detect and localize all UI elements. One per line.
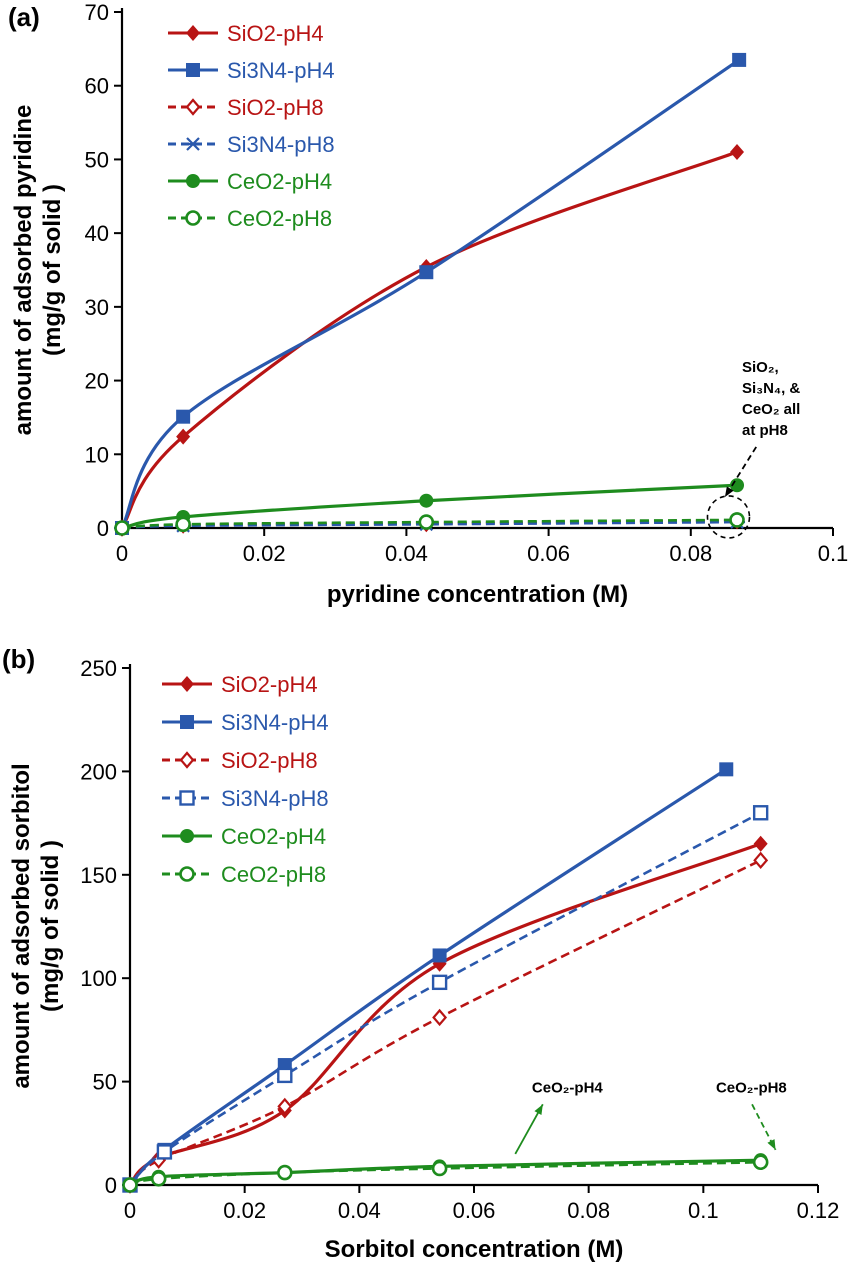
- annotation-0: SiO₂, Si₃N₄, & CeO₂ all at pH8: [706, 359, 800, 539]
- annotation-arrowhead: [767, 1139, 776, 1150]
- legend-item-CeO2-pH8: CeO2-pH8: [168, 206, 332, 231]
- x-tick-label: 0.04: [385, 541, 428, 566]
- series-SiO2-pH4: [115, 144, 745, 536]
- x-tick-label: 0.12: [797, 1198, 840, 1222]
- x-tick-label: 0.02: [243, 541, 286, 566]
- x-tick-label: 0.06: [453, 1198, 496, 1222]
- x-tick-label: 0: [124, 1198, 136, 1222]
- axes: 0 0.02 0.04 0.06 0.08 0.1 0.12 0 50 100 150 200 250: [80, 656, 839, 1222]
- legend-label: Si3N4-pH8: [227, 132, 335, 157]
- legend-item-Si3N4-pH4: Si3N4-pH4: [162, 710, 329, 735]
- annotation-arrowhead: [534, 1104, 543, 1116]
- series-Si3N4-pH4: [123, 762, 734, 1192]
- annotation-text: at pH8: [742, 422, 788, 439]
- panel-a-label: (a): [8, 2, 40, 32]
- x-tick-label: 0.08: [669, 541, 712, 566]
- y-tick-label: 200: [80, 759, 117, 784]
- legend-label: Si3N4-pH4: [221, 710, 329, 735]
- legend-item-SiO2-pH4: SiO2-pH4: [162, 672, 318, 697]
- series-Si3N4-pH4: [115, 52, 747, 535]
- legend-item-SiO2-pH8: SiO2-pH8: [168, 95, 324, 120]
- y-tick-label: 40: [85, 221, 109, 246]
- y-tick-label: 250: [80, 656, 117, 681]
- annotation-text: CeO₂-pH8: [716, 1079, 787, 1096]
- legend-item-Si3N4-pH4: Si3N4-pH4: [168, 58, 335, 83]
- legend-item-SiO2-pH8: SiO2-pH8: [162, 748, 318, 773]
- annotation-text: Si₃N₄, &: [742, 380, 800, 397]
- legend-label: SiO2-pH8: [221, 748, 318, 773]
- legend-label: Si3N4-pH4: [227, 58, 335, 83]
- y-tick-label: 150: [80, 863, 117, 888]
- legend-label: SiO2-pH4: [221, 672, 318, 697]
- x-tick-label: 0.1: [818, 541, 849, 566]
- panel-a-plot: 0 0.02 0.04 0.06 0.08 0.1 0 10 20 30 40 50 60 70 SiO2-…: [85, 0, 849, 566]
- x-tick-label: 0.06: [527, 541, 570, 566]
- legend: SiO2-pH4 Si3N4-pH4 SiO2-pH8 Si3N4-pH8 CeO2-p…: [168, 21, 335, 231]
- legend-label: CeO2-pH8: [221, 862, 326, 887]
- legend-label: CeO2-pH4: [227, 169, 332, 194]
- legend-item-CeO2-pH4: CeO2-pH4: [162, 824, 326, 849]
- y-tick-label: 50: [85, 147, 109, 172]
- annotation-1: CeO₂-pH8: [716, 1079, 787, 1151]
- y-tick-label: 60: [85, 74, 109, 99]
- panel-b-x-axis-label: Sorbitol concentration (M): [324, 1236, 624, 1263]
- series-CeO2-pH8: [122, 1154, 769, 1193]
- legend-label: CeO2-pH4: [221, 824, 326, 849]
- legend-item-Si3N4-pH8: Si3N4-pH8: [168, 132, 335, 157]
- y-tick-label: 100: [80, 966, 117, 991]
- legend-label: CeO2-pH8: [227, 206, 332, 231]
- annotation-dashed-circle: [706, 495, 751, 539]
- x-tick-label: 0.08: [567, 1198, 610, 1222]
- y-tick-label: 20: [85, 369, 109, 394]
- annotation-0: CeO₂-pH4: [514, 1079, 603, 1155]
- legend-item-CeO2-pH4: CeO2-pH4: [168, 169, 332, 194]
- x-tick-label: 0.1: [688, 1198, 719, 1222]
- annotation-text: SiO₂,: [742, 359, 779, 376]
- legend-label: Si3N4-pH8: [221, 786, 329, 811]
- axes: 0 0.02 0.04 0.06 0.08 0.1 0 10 20 30 40 50 60 70: [85, 0, 849, 566]
- legend-item-Si3N4-pH8: Si3N4-pH8: [162, 786, 329, 811]
- x-tick-label: 0.04: [338, 1198, 381, 1222]
- series-CeO2-pH8: [114, 512, 745, 536]
- legend-label: SiO2-pH8: [227, 95, 324, 120]
- x-tick-label: 0: [116, 541, 128, 566]
- y-tick-label: 0: [97, 516, 109, 541]
- panel-a-x-axis-label: pyridine concentration (M): [326, 581, 629, 608]
- y-tick-label: 10: [85, 442, 109, 467]
- legend: SiO2-pH4 Si3N4-pH4 SiO2-pH8 Si3N4-pH8 CeO2-p…: [162, 672, 329, 887]
- y-tick-label: 30: [85, 295, 109, 320]
- y-tick-label: 0: [105, 1173, 117, 1198]
- panel-b-label: (b): [2, 644, 36, 674]
- annotation-text: CeO₂-pH4: [532, 1079, 603, 1096]
- legend-label: SiO2-pH4: [227, 21, 324, 46]
- legend-item-SiO2-pH4: SiO2-pH4: [168, 21, 324, 46]
- annotation-arrowhead: [724, 486, 734, 498]
- panel-b-plot: 0 0.02 0.04 0.06 0.08 0.1 0.12 0 50 100 150 200 250 S…: [80, 656, 839, 1222]
- annotation-text: CeO₂ all: [742, 401, 800, 418]
- x-tick-label: 0.02: [223, 1198, 266, 1222]
- y-tick-label: 50: [93, 1070, 117, 1095]
- y-tick-label: 70: [85, 0, 109, 25]
- series-SiO2-pH4: [123, 835, 768, 1193]
- legend-item-CeO2-pH8: CeO2-pH8: [162, 862, 326, 887]
